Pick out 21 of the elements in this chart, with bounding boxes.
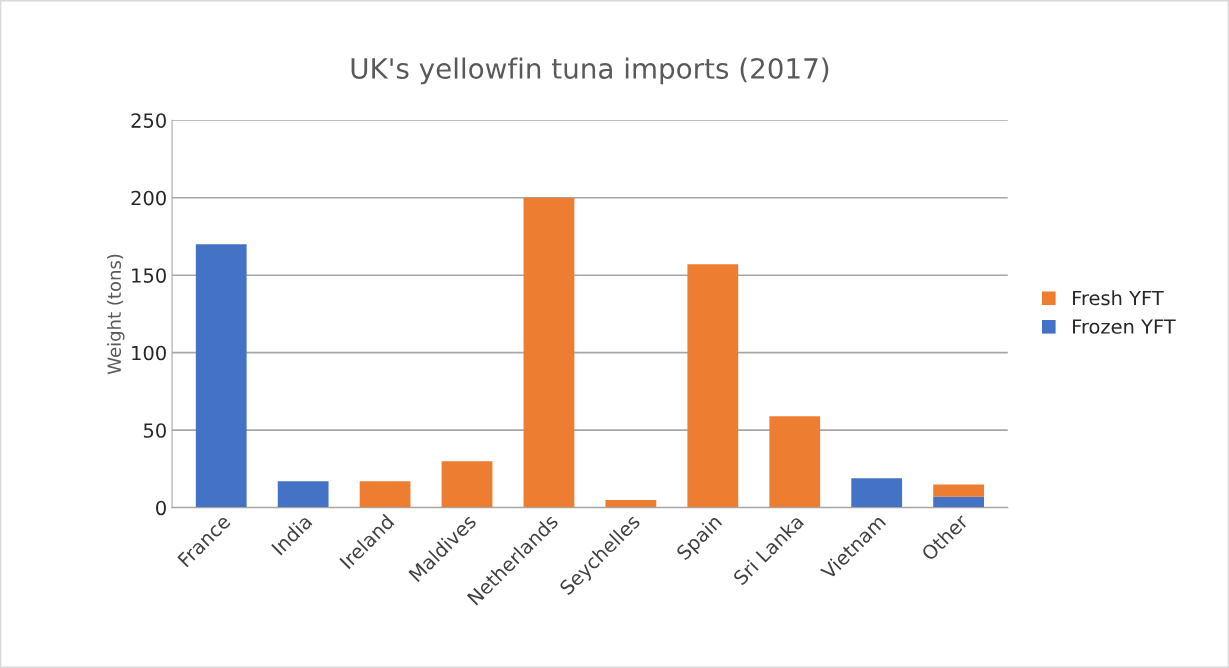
bar — [195, 244, 247, 508]
y-tick-label: 50 — [143, 423, 166, 438]
bar — [523, 197, 575, 508]
bar — [933, 496, 985, 508]
legend-label: Frozen YFT — [1073, 319, 1176, 334]
legend-label: Fresh YFT — [1073, 290, 1164, 306]
bar — [769, 416, 821, 508]
bar — [359, 481, 411, 508]
y-tick-label: 100 — [132, 345, 166, 361]
bar — [605, 499, 657, 508]
bar — [687, 264, 739, 508]
bar — [933, 484, 985, 497]
y-tick-label: 200 — [131, 190, 166, 206]
y-tick-label: 150 — [132, 268, 166, 283]
bar — [441, 461, 493, 508]
y-axis-title: Weight (tons) — [107, 254, 125, 375]
y-tick-label: 250 — [131, 113, 166, 128]
y-tick-label: 0 — [156, 500, 166, 516]
bar — [851, 478, 903, 508]
bar — [277, 481, 329, 508]
chart-title: UK's yellowfin tuna imports (2017) — [351, 57, 829, 85]
